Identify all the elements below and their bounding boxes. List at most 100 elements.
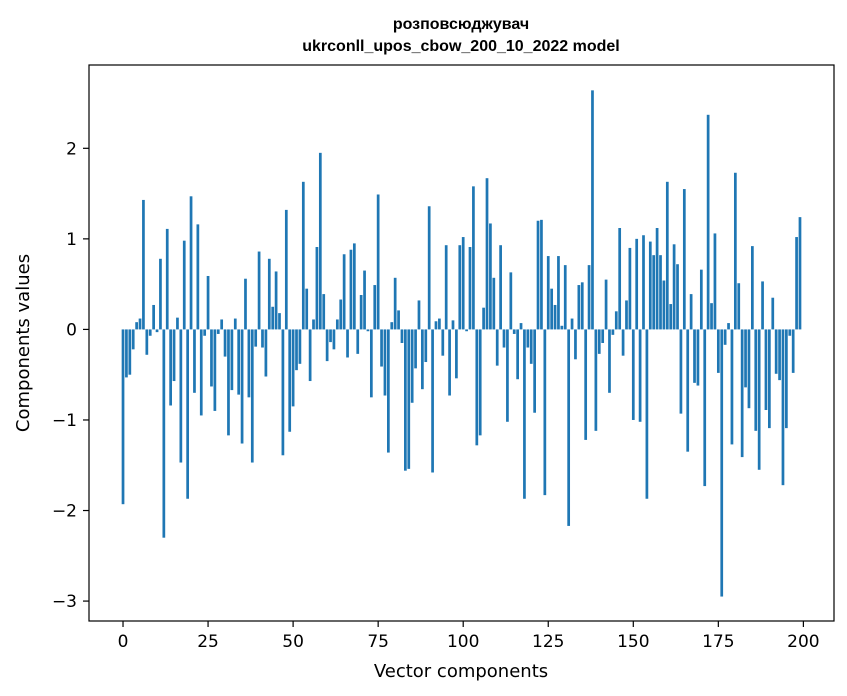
bar — [349, 249, 353, 330]
bar — [764, 329, 768, 411]
bar — [475, 329, 479, 446]
y-axis-ticks: −3 −2 −1 0 1 2 — [52, 139, 89, 612]
bar — [281, 329, 285, 456]
bar — [325, 329, 329, 362]
bar — [591, 90, 594, 330]
bar — [404, 329, 407, 471]
bar — [489, 223, 492, 330]
plot-area-frame — [88, 64, 835, 622]
bar — [288, 329, 292, 432]
bar — [380, 329, 383, 367]
bar — [257, 251, 261, 330]
bar — [216, 329, 220, 334]
bar — [369, 329, 373, 398]
y-tick-label: 0 — [66, 320, 77, 340]
bar — [363, 270, 366, 330]
bar — [523, 329, 526, 499]
bar — [318, 152, 322, 330]
x-tick-label: 175 — [702, 632, 734, 652]
bar — [448, 329, 451, 396]
bar — [237, 329, 241, 395]
bar — [131, 329, 135, 350]
bar — [472, 186, 475, 330]
bar — [301, 181, 305, 330]
x-tick-label: 75 — [367, 632, 389, 652]
bar — [186, 329, 190, 499]
x-tick-label: 200 — [787, 632, 819, 652]
bar — [563, 265, 567, 330]
bar — [305, 288, 309, 330]
bar — [458, 245, 462, 330]
bar — [546, 256, 550, 330]
bar — [142, 199, 145, 330]
bar — [662, 280, 666, 330]
bar — [169, 329, 172, 406]
bar — [264, 329, 268, 377]
bar — [346, 329, 349, 358]
bar — [747, 329, 751, 409]
bar — [172, 329, 176, 382]
x-tick-label: 150 — [617, 632, 649, 652]
bar — [390, 322, 394, 330]
bar — [693, 329, 696, 383]
bar — [771, 297, 775, 330]
bar — [601, 329, 605, 343]
bar — [727, 323, 730, 330]
bar — [526, 329, 530, 348]
bar — [182, 240, 186, 330]
bar — [284, 209, 288, 330]
bar — [159, 258, 162, 330]
bar — [788, 329, 792, 336]
bar — [628, 247, 632, 330]
bar — [179, 329, 183, 463]
bar — [407, 329, 411, 469]
x-tick-label: 50 — [282, 632, 304, 652]
bar — [682, 189, 686, 330]
bar — [655, 228, 659, 330]
bar — [387, 329, 390, 453]
bar — [608, 329, 611, 393]
bar — [233, 318, 237, 330]
bar — [356, 329, 360, 354]
bar — [308, 329, 312, 382]
bar — [730, 329, 734, 445]
bar — [574, 329, 577, 360]
bar — [223, 329, 227, 357]
bar — [533, 329, 536, 413]
bar — [550, 288, 554, 330]
bar — [751, 246, 754, 330]
bar — [795, 237, 798, 330]
bar — [339, 299, 343, 330]
bar — [244, 278, 247, 330]
bar — [577, 285, 581, 330]
bar — [669, 304, 673, 330]
bar — [720, 329, 724, 597]
bar-series — [121, 90, 802, 597]
bar — [455, 329, 458, 379]
bar — [376, 194, 380, 330]
bar — [631, 329, 635, 420]
bar — [298, 329, 302, 364]
bar — [587, 265, 591, 330]
bar — [703, 329, 707, 487]
bar — [774, 329, 778, 374]
bar — [121, 329, 125, 505]
bar — [621, 329, 625, 356]
x-tick-label: 125 — [532, 632, 564, 652]
bar — [342, 254, 346, 330]
bar — [710, 303, 713, 330]
bar — [638, 329, 642, 422]
bar — [383, 329, 387, 396]
chart-title-line-1: розповсюджувач — [393, 16, 529, 33]
bar — [560, 325, 564, 330]
bar — [761, 281, 764, 330]
bar — [482, 307, 485, 330]
chart-title-line-2: ukrconll_upos_cbow_200_10_2022 model — [302, 38, 619, 55]
bar — [206, 275, 210, 330]
bar — [686, 329, 690, 452]
x-axis-ticks: 0 25 50 75 100 125 150 175 200 — [118, 621, 820, 652]
bar — [713, 233, 717, 330]
bar — [227, 329, 230, 436]
bar — [659, 255, 662, 330]
